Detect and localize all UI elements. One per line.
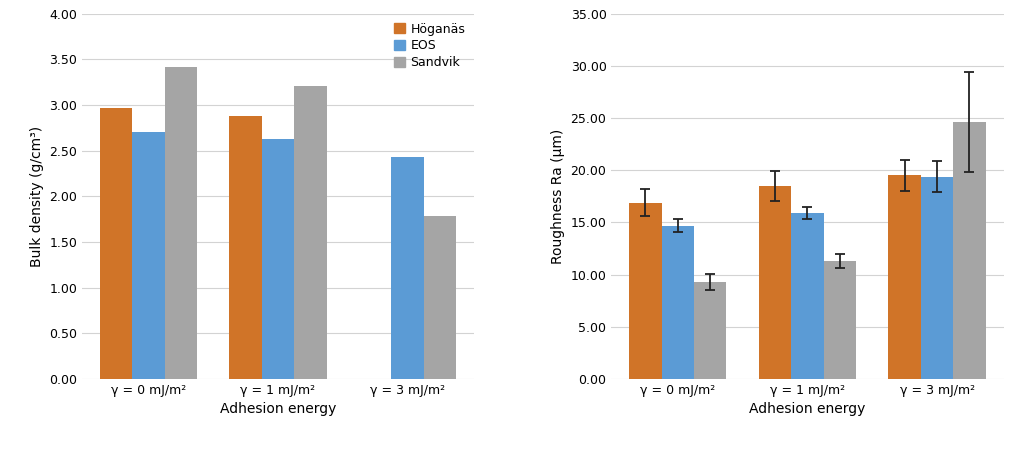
Bar bbox=[132, 133, 165, 379]
Legend: Höganäs, EOS, Sandvik: Höganäs, EOS, Sandvik bbox=[392, 20, 468, 72]
Bar bbox=[921, 176, 953, 379]
Bar bbox=[229, 116, 262, 379]
Bar bbox=[792, 213, 823, 379]
Bar bbox=[629, 203, 662, 379]
Bar bbox=[662, 225, 694, 379]
Bar bbox=[262, 139, 294, 379]
X-axis label: Adhesion energy: Adhesion energy bbox=[750, 402, 865, 416]
Bar bbox=[694, 282, 726, 379]
X-axis label: Adhesion energy: Adhesion energy bbox=[220, 402, 336, 416]
Bar bbox=[294, 86, 327, 379]
Bar bbox=[99, 108, 132, 379]
Y-axis label: Roughness Ra (µm): Roughness Ra (µm) bbox=[551, 129, 565, 264]
Y-axis label: Bulk density (g/cm³): Bulk density (g/cm³) bbox=[30, 126, 43, 267]
Bar bbox=[759, 186, 792, 379]
Bar bbox=[889, 176, 921, 379]
Bar bbox=[953, 122, 986, 379]
Bar bbox=[391, 157, 424, 379]
Bar bbox=[424, 215, 457, 379]
Bar bbox=[823, 261, 856, 379]
Bar bbox=[165, 67, 197, 379]
